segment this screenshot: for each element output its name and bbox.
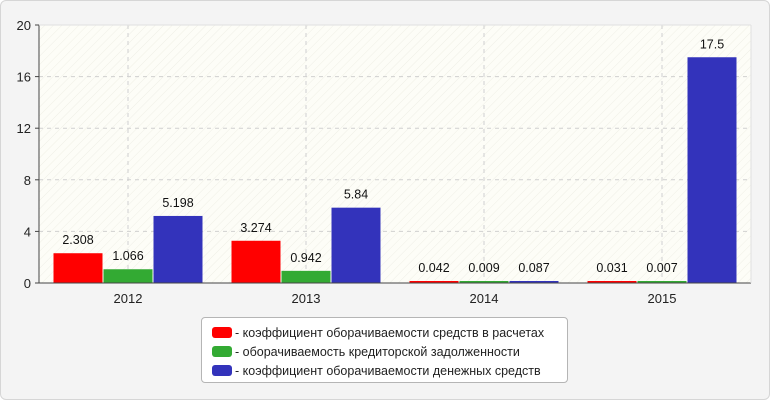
bar	[153, 215, 203, 283]
y-tick-label: 8	[24, 173, 31, 188]
data-labels: 2.308 1.066 5.198 3.274 0.942 5.84 0.042 0.009 0…	[62, 37, 724, 275]
bar	[509, 281, 559, 283]
legend-item: - оборачиваемость кредиторской задолженн…	[212, 342, 567, 361]
data-label: 17.5	[700, 37, 724, 51]
y-tick-label: 16	[17, 70, 31, 85]
plot-area	[39, 25, 751, 283]
x-tick-label: 2015	[648, 291, 677, 306]
data-label: 2.308	[62, 233, 93, 247]
data-label: 5.198	[162, 196, 193, 210]
y-tick-label: 0	[24, 276, 31, 291]
data-label: 0.009	[468, 261, 499, 275]
bars	[53, 57, 737, 283]
bar	[281, 270, 331, 283]
legend-swatch	[212, 346, 232, 357]
legend-label: - коэффициент оборачиваемости денежных с…	[235, 363, 541, 378]
legend-item: - коэффициент оборачиваемости средств в …	[212, 323, 567, 342]
bar	[687, 57, 737, 283]
data-label: 0.087	[518, 261, 549, 275]
y-tick-label: 4	[24, 224, 31, 239]
bar	[103, 269, 153, 283]
x-tick-label: 2012	[114, 291, 143, 306]
bar	[53, 253, 103, 283]
legend-label: - коэффициент оборачиваемости средств в …	[235, 325, 545, 340]
data-label: 0.942	[290, 251, 321, 265]
y-tick-label: 12	[17, 121, 31, 136]
bar-chart: 0 4 8 12 16 20 2012 2013 2014 2015 2.308 1.066 5.19…	[17, 18, 752, 306]
legend-swatch	[212, 327, 232, 338]
y-tick-label: 20	[17, 18, 31, 33]
bar	[231, 240, 281, 283]
data-label: 0.007	[646, 261, 677, 275]
legend: - коэффициент оборачиваемости средств в …	[201, 317, 568, 383]
axes: 0 4 8 12 16 20 2012 2013 2014 2015	[17, 18, 752, 306]
legend-label: - оборачиваемость кредиторской задолженн…	[235, 344, 520, 359]
data-label: 0.031	[596, 261, 627, 275]
bar	[331, 207, 381, 283]
legend-item: - коэффициент оборачиваемости денежных с…	[212, 361, 567, 380]
data-label: 1.066	[112, 249, 143, 263]
bar	[409, 281, 459, 283]
x-tick-label: 2014	[470, 291, 499, 306]
bar	[459, 281, 509, 283]
data-label: 0.042	[418, 261, 449, 275]
legend-swatch	[212, 365, 232, 376]
bar	[587, 281, 637, 283]
bar	[637, 281, 687, 283]
x-tick-label: 2013	[292, 291, 321, 306]
data-label: 3.274	[240, 221, 271, 235]
data-label: 5.84	[344, 188, 368, 202]
